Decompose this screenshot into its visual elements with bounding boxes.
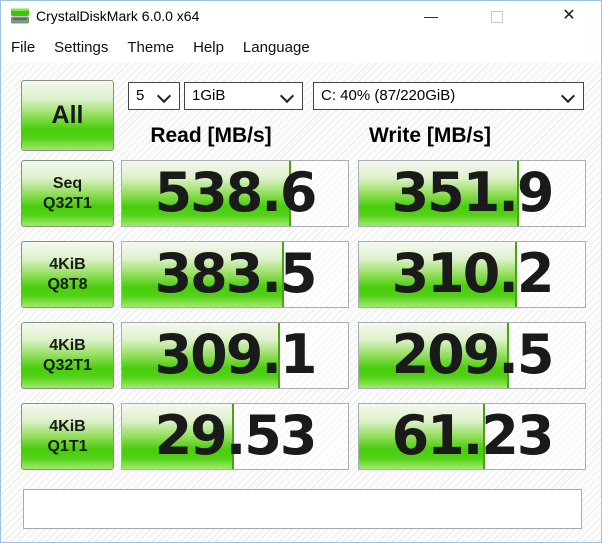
result-bar-fill — [359, 404, 485, 469]
test-button-4kib-q1t1[interactable]: 4KiB Q1T1 — [21, 403, 114, 470]
menu-language[interactable]: Language — [242, 39, 310, 56]
target-drive-select[interactable]: C: 40% (87/220GiB) — [313, 82, 584, 110]
test-button-4kib-q32t1[interactable]: 4KiB Q32T1 — [21, 322, 114, 389]
run-all-button[interactable]: All — [21, 80, 114, 151]
chevron-down-icon — [279, 88, 295, 104]
read-value: 538.6 — [154, 161, 318, 224]
test-label-line2: Q1T1 — [47, 438, 88, 455]
result-cell-read-seq-q32t1: 538.6 — [121, 160, 349, 227]
menu-theme[interactable]: Theme — [127, 39, 175, 56]
test-count-select[interactable]: 5 — [128, 82, 180, 110]
result-bar-fill — [359, 242, 517, 307]
result-cell-read-4kib-q1t1: 29.53 — [121, 403, 349, 470]
comment-box[interactable] — [23, 489, 582, 529]
result-cell-read-4kib-q32t1: 309.1 — [121, 322, 349, 389]
read-value: 383.5 — [154, 242, 318, 305]
target-drive-value: C: 40% (87/220GiB) — [321, 87, 456, 104]
result-cell-write-4kib-q8t8: 310.2 — [358, 241, 586, 308]
chevron-down-icon — [156, 88, 172, 104]
minimize-button[interactable]: — — [408, 1, 454, 32]
read-value: 309.1 — [154, 323, 318, 386]
write-value: 310.2 — [391, 242, 555, 305]
test-label-line1: 4KiB — [49, 337, 86, 354]
test-button-seq-q32t1[interactable]: Seq Q32T1 — [21, 160, 114, 227]
write-value: 61.23 — [391, 404, 555, 467]
maximize-button[interactable] — [474, 1, 520, 32]
result-cell-write-4kib-q32t1: 209.5 — [358, 322, 586, 389]
window-title: CrystalDiskMark 6.0.0 x64 — [36, 8, 200, 24]
result-cell-write-seq-q32t1: 351.9 — [358, 160, 586, 227]
test-label-line2: Q32T1 — [43, 357, 92, 374]
test-label-line1: Seq — [52, 175, 83, 192]
menu-file[interactable]: File — [11, 39, 36, 56]
test-label-line1: 4KiB — [49, 418, 86, 435]
test-label-line1: 4KiB — [49, 256, 86, 273]
result-bar-fill — [359, 161, 520, 226]
result-bar-fill — [122, 323, 280, 388]
menu-bar: File Settings Theme Help Language — [1, 32, 601, 63]
read-value: 29.53 — [154, 404, 318, 467]
menu-help[interactable]: Help — [193, 39, 224, 56]
menu-settings[interactable]: Settings — [54, 39, 109, 56]
result-cell-write-4kib-q1t1: 61.23 — [358, 403, 586, 470]
write-value: 209.5 — [391, 323, 555, 386]
test-label-line2: Q8T8 — [47, 276, 88, 293]
result-cell-read-4kib-q8t8: 383.5 — [121, 241, 349, 308]
result-bar-fill — [122, 161, 291, 226]
result-bar-fill — [122, 242, 284, 307]
close-button[interactable]: ✕ — [546, 1, 592, 32]
read-column-header: Read [MB/s] — [150, 124, 272, 147]
result-bar-fill — [359, 323, 510, 388]
maximize-icon — [491, 11, 503, 23]
disk-drive-icon — [11, 8, 29, 24]
test-size-select[interactable]: 1GiB — [184, 82, 303, 110]
result-bar-fill — [122, 404, 234, 469]
test-button-4kib-q8t8[interactable]: 4KiB Q8T8 — [21, 241, 114, 308]
test-count-value: 5 — [136, 87, 145, 104]
test-label-line2: Q32T1 — [43, 195, 92, 212]
write-column-header: Write [MB/s] — [368, 124, 492, 147]
title-bar: CrystalDiskMark 6.0.0 x64 — ✕ — [1, 1, 601, 32]
test-size-value: 1GiB — [192, 87, 226, 104]
write-value: 351.9 — [391, 161, 555, 224]
chevron-down-icon — [560, 88, 576, 104]
